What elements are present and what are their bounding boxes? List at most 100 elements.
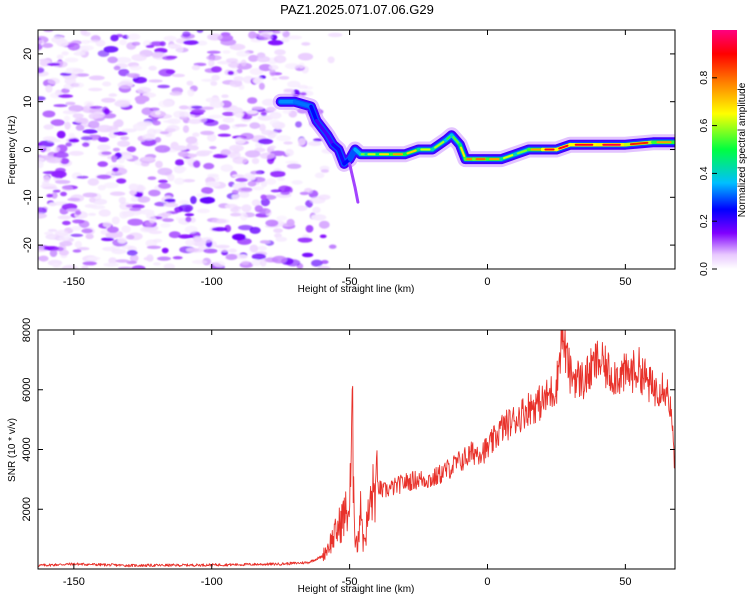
noise-blob	[167, 44, 177, 49]
noise-blob	[107, 56, 118, 64]
noise-blob	[55, 179, 71, 184]
noise-blob	[43, 124, 54, 130]
noise-blob	[286, 163, 302, 169]
noise-blob	[160, 223, 171, 228]
noise-blob	[75, 73, 90, 77]
noise-blob	[88, 113, 100, 120]
noise-blob	[236, 50, 250, 57]
noise-blob	[161, 247, 169, 254]
noise-blob	[76, 247, 90, 251]
noise-blob	[157, 167, 173, 176]
noise-blob	[42, 110, 56, 118]
signal-ridge	[272, 93, 675, 204]
noise-blob	[188, 158, 196, 162]
noise-blob	[201, 78, 216, 82]
noise-blob	[82, 261, 97, 266]
noise-blob	[115, 57, 132, 64]
noise-blob	[249, 122, 261, 129]
top-y-tick-label: -20	[22, 237, 34, 253]
noise-blob	[271, 77, 278, 81]
noise-blob	[226, 58, 238, 63]
noise-blob	[158, 100, 173, 108]
noise-blob	[139, 209, 155, 215]
noise-blob	[82, 142, 90, 147]
noise-blob	[211, 227, 228, 232]
noise-blob	[178, 151, 189, 158]
noise-blob	[201, 187, 214, 194]
noise-blob	[247, 181, 257, 187]
noise-blob	[261, 98, 277, 106]
noise-blob	[229, 80, 243, 88]
noise-blob	[272, 30, 281, 34]
noise-blob	[49, 249, 58, 257]
noise-blob	[86, 256, 101, 261]
noise-blob	[82, 129, 98, 134]
noise-blob	[76, 175, 89, 179]
noise-blob	[72, 249, 82, 253]
noise-blob	[232, 156, 248, 165]
noise-blob	[307, 141, 322, 147]
noise-blob	[117, 140, 131, 147]
noise-blob	[84, 204, 98, 208]
noise-blob	[89, 134, 100, 141]
noise-blob	[58, 94, 74, 98]
colorbar-tick-label: 0.4	[699, 166, 710, 180]
noise-blob	[62, 110, 78, 115]
noise-blob	[61, 88, 70, 94]
noise-blob	[87, 120, 100, 129]
noise-blob	[153, 262, 161, 266]
noise-blob	[199, 196, 215, 204]
noise-blob	[70, 233, 84, 237]
noise-blob	[271, 255, 287, 264]
noise-blob	[154, 110, 161, 116]
noise-blob	[241, 204, 252, 213]
ridge-core	[460, 146, 466, 158]
noise-blob	[96, 124, 113, 133]
noise-blob	[118, 68, 130, 77]
noise-blob	[147, 176, 157, 180]
noise-blob	[177, 234, 193, 239]
noise-blob	[137, 86, 151, 94]
noise-blob	[78, 220, 90, 228]
noise-blob	[183, 40, 199, 45]
noise-blob	[236, 62, 252, 70]
noise-blob	[101, 237, 114, 242]
noise-blob	[196, 193, 208, 198]
top-y-tick-label: -10	[22, 189, 34, 205]
noise-blob	[238, 191, 250, 198]
noise-blob	[215, 244, 230, 249]
noise-blob	[46, 193, 53, 198]
noise-blob	[146, 245, 161, 249]
noise-blob	[284, 63, 300, 70]
noise-blob	[111, 154, 118, 163]
noise-blob	[134, 95, 150, 103]
noise-blob	[276, 215, 288, 221]
noise-blob	[61, 185, 74, 191]
noise-blob	[251, 106, 264, 110]
noise-blob	[274, 49, 286, 56]
noise-blob	[276, 135, 291, 142]
noise-blob	[259, 123, 266, 132]
noise-blob	[305, 225, 314, 233]
noise-blob	[118, 266, 133, 269]
noise-blob	[129, 254, 139, 262]
noise-blob	[41, 43, 54, 48]
noise-blob	[38, 157, 45, 164]
noise-blob	[46, 157, 63, 164]
noise-blob	[269, 111, 282, 120]
noise-blob	[311, 214, 327, 221]
noise-blob	[122, 210, 135, 217]
noise-blob	[213, 260, 226, 268]
noise-blob	[47, 62, 61, 66]
noise-blob	[270, 189, 282, 193]
noise-blob	[45, 85, 53, 93]
bottom-y-tick-label: 8000	[21, 318, 33, 342]
noise-blob	[200, 130, 215, 136]
noise-blob	[87, 39, 103, 43]
noise-blob	[117, 81, 134, 89]
noise-blob	[162, 218, 175, 223]
noise-blob	[132, 122, 147, 131]
noise-blob	[167, 118, 181, 125]
noise-blob	[47, 138, 61, 143]
